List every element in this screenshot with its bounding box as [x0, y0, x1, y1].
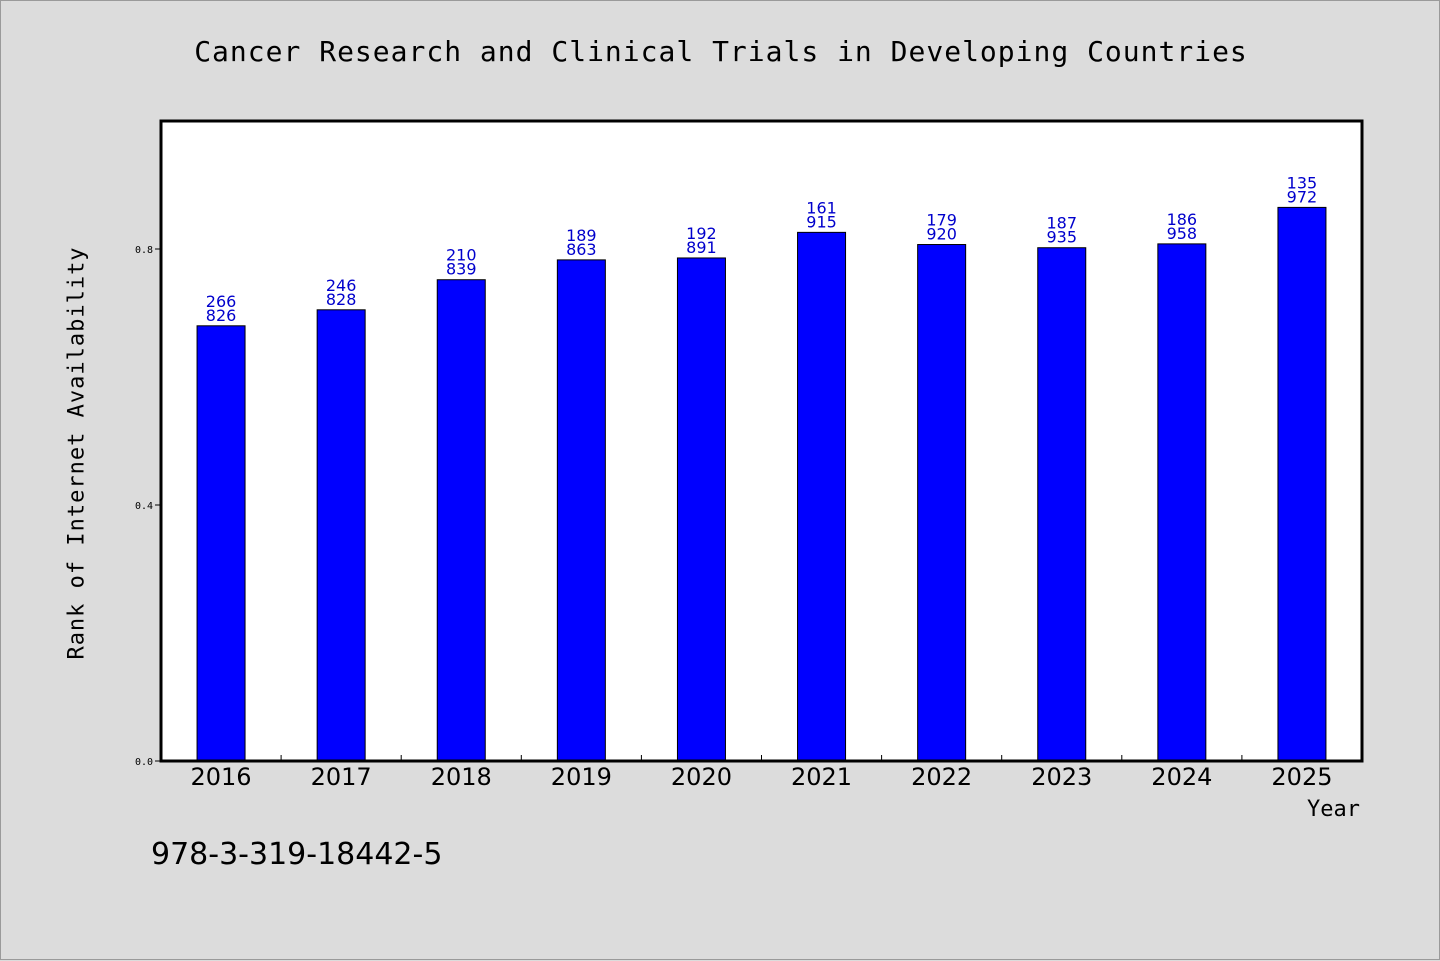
bar-2022 — [917, 244, 967, 762]
data-label-top-2018: 210 — [446, 246, 477, 265]
bar-2018 — [436, 279, 486, 762]
x-tick-label-2025: 2025 — [1271, 763, 1332, 791]
isbn-text: 978-3-319-18442-5 — [151, 837, 443, 872]
x-axis-label: Year — [1307, 797, 1360, 822]
data-label-top-2022: 179 — [926, 211, 957, 230]
x-tick-label-2020: 2020 — [671, 763, 732, 791]
data-label-bottom-2024: 958 — [1167, 224, 1198, 243]
data-label-bottom-2025: 972 — [1287, 187, 1318, 206]
y-tick-label: 0.0 — [135, 757, 153, 768]
bar-2023 — [1037, 247, 1087, 762]
data-label-top-2020: 192 — [686, 224, 717, 243]
data-label-top-2017: 246 — [326, 276, 357, 295]
y-tick-label: 0.4 — [135, 501, 153, 512]
bar-2024 — [1157, 243, 1207, 762]
data-label-top-2016: 266 — [206, 292, 237, 311]
bar-2020 — [676, 257, 726, 762]
chart-title: Cancer Research and Clinical Trials in D… — [194, 35, 1248, 68]
plot-border — [159, 119, 1364, 763]
x-tick-label-2019: 2019 — [551, 763, 612, 791]
bar-2025 — [1277, 206, 1327, 762]
data-label-bottom-2019: 863 — [566, 240, 597, 259]
y-tick-label: 0.8 — [135, 245, 153, 256]
data-label-top-2024: 186 — [1167, 210, 1198, 229]
bar-2019 — [556, 259, 606, 762]
data-label-top-2019: 189 — [566, 226, 597, 245]
bar-2021 — [797, 231, 847, 762]
x-tick-label-2021: 2021 — [791, 763, 852, 791]
data-label-bottom-2016: 826 — [206, 306, 237, 325]
data-label-bottom-2018: 839 — [446, 260, 477, 279]
data-label-bottom-2021: 915 — [806, 212, 837, 231]
data-label-top-2021: 161 — [806, 198, 837, 217]
x-tick-label-2016: 2016 — [191, 763, 252, 791]
x-tick-label-2023: 2023 — [1031, 763, 1092, 791]
x-tick-label-2022: 2022 — [911, 763, 972, 791]
x-tick-label-2018: 2018 — [431, 763, 492, 791]
x-tick-label-2017: 2017 — [311, 763, 372, 791]
data-label-bottom-2022: 920 — [926, 225, 957, 244]
x-tick-label-2024: 2024 — [1151, 763, 1212, 791]
data-label-top-2025: 135 — [1287, 173, 1318, 192]
bar-2016 — [196, 325, 246, 762]
data-label-bottom-2023: 935 — [1046, 228, 1077, 247]
bar-2017 — [316, 309, 366, 762]
data-label-bottom-2020: 891 — [686, 238, 717, 257]
data-label-top-2023: 187 — [1046, 214, 1077, 233]
data-label-bottom-2017: 828 — [326, 290, 357, 309]
